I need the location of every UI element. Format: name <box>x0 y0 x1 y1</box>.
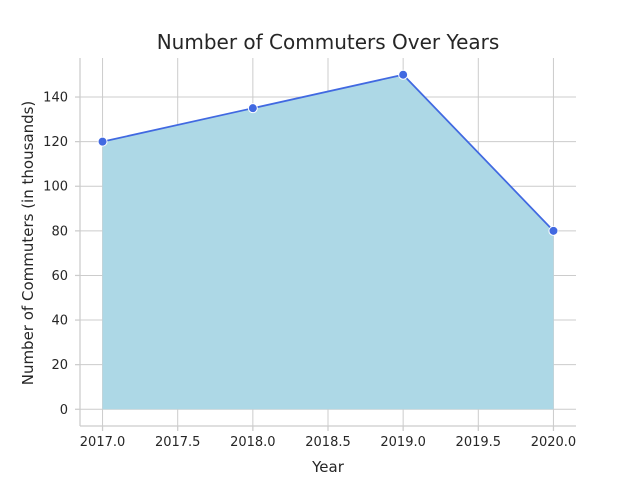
data-points <box>97 69 559 236</box>
y-axis-ticks: 0 20 40 60 80 100 120 140 <box>43 91 80 418</box>
chart-title: Number of Commuters Over Years <box>157 30 500 54</box>
data-point-2020 <box>548 225 559 236</box>
x-axis-ticks: 2017.0 2017.5 2018.0 2018.5 2019.0 2019.5 2020… <box>80 426 576 450</box>
area-layer <box>102 74 554 410</box>
y-tick-label-7: 140 <box>43 91 68 106</box>
data-point-2018 <box>247 103 258 114</box>
y-axis-label: Number of Commuters (in thousands) <box>19 101 37 386</box>
x-tick-label-6: 2020.0 <box>531 435 577 450</box>
x-axis-label: Year <box>311 458 345 476</box>
y-tick-label-0: 0 <box>60 403 68 418</box>
series-line <box>102 73 555 232</box>
area-fill <box>102 74 554 410</box>
x-tick-label-1: 2017.5 <box>155 435 201 450</box>
y-tick-label-2: 40 <box>51 314 68 329</box>
y-tick-label-5: 100 <box>43 180 68 195</box>
x-tick-label-0: 2017.0 <box>80 435 126 450</box>
y-tick-label-1: 20 <box>51 358 68 373</box>
y-tick-label-4: 80 <box>51 224 68 239</box>
data-point-2017 <box>97 136 108 147</box>
x-tick-label-4: 2019.0 <box>380 435 426 450</box>
x-tick-label-3: 2018.5 <box>305 435 351 450</box>
x-tick-label-2: 2018.0 <box>230 435 276 450</box>
series-line-layer <box>102 73 555 232</box>
data-point-2019 <box>398 69 409 80</box>
y-tick-label-3: 60 <box>51 269 68 284</box>
y-tick-label-6: 120 <box>43 135 68 150</box>
x-tick-label-5: 2019.5 <box>456 435 502 450</box>
